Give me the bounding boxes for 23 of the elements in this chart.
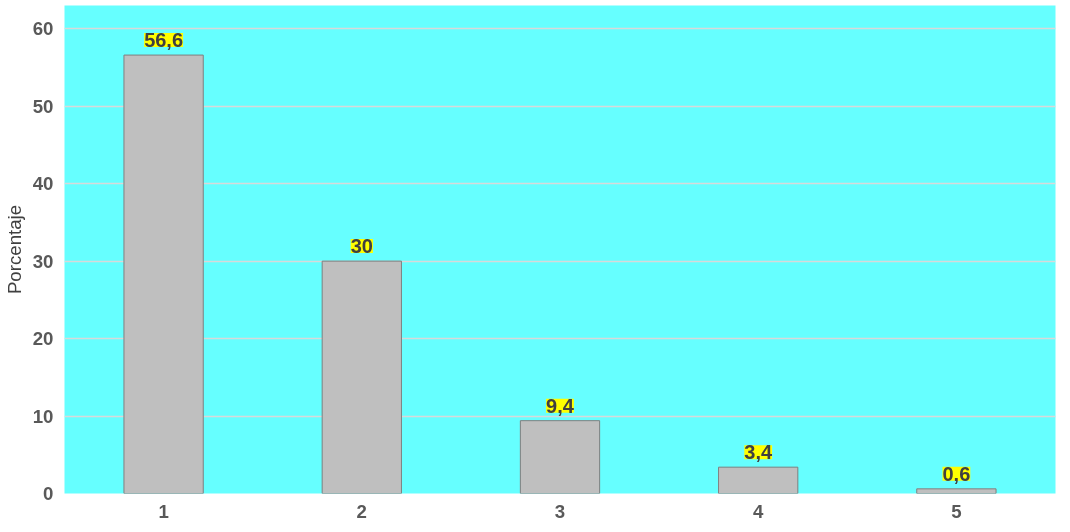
y-tick-label: 40 [32,173,54,195]
data-label: 3,4 [744,441,773,464]
bar [916,488,997,494]
y-axis-title: Porcentaje [3,204,25,295]
data-label: 56,6 [144,29,184,52]
x-tick-label: 4 [753,500,765,522]
y-tick-label: 10 [32,405,54,427]
y-tick-label: 50 [32,95,54,117]
data-label: 0,6 [942,462,971,485]
y-tick-label: 30 [32,250,54,272]
x-tick-label: 5 [951,500,962,522]
bar [123,54,204,494]
bar [321,260,402,494]
x-tick-label: 2 [356,500,367,522]
x-tick-label: 3 [554,500,566,522]
data-label: 30 [350,235,373,258]
bar [519,420,601,494]
y-tick-label: 60 [32,18,54,40]
y-tick-label: 20 [32,328,54,350]
x-tick-label: 1 [158,500,169,522]
bar [718,466,799,494]
y-tick-label: 0 [43,483,54,504]
data-label: 9,4 [546,394,575,417]
